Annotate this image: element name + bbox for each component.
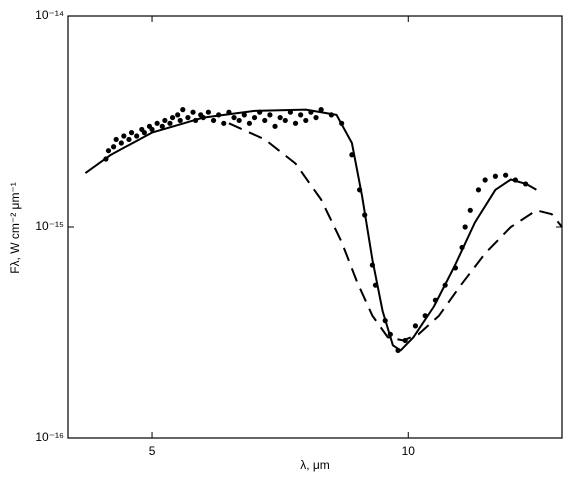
y-tick-label: 10⁻¹⁴ bbox=[35, 8, 64, 22]
data-point bbox=[128, 130, 135, 136]
data-point bbox=[180, 107, 186, 113]
data-point bbox=[318, 107, 324, 113]
y-axis-label: Fλ, W cm⁻² μm⁻¹ bbox=[8, 182, 22, 274]
data-point bbox=[467, 207, 473, 213]
data-point bbox=[412, 323, 419, 329]
x-tick-label: 10 bbox=[402, 444, 416, 458]
x-axis-label: λ, μm bbox=[300, 458, 330, 472]
data-point bbox=[267, 112, 273, 118]
data-point bbox=[221, 120, 227, 126]
data-point bbox=[177, 117, 183, 124]
solid-line bbox=[84, 108, 537, 352]
data-point bbox=[141, 130, 147, 136]
y-tick-label: 10⁻¹⁶ bbox=[35, 430, 64, 444]
data-point bbox=[251, 114, 258, 121]
plot-frame bbox=[67, 15, 563, 439]
x-tick-label: 5 bbox=[149, 444, 156, 458]
data-point bbox=[190, 109, 196, 115]
dashed-line bbox=[228, 122, 563, 342]
data-point bbox=[159, 123, 165, 129]
data-point bbox=[231, 114, 237, 121]
data-point bbox=[121, 133, 127, 139]
data-point bbox=[462, 224, 468, 230]
data-point bbox=[241, 112, 247, 118]
data-point bbox=[175, 112, 181, 118]
data-point bbox=[292, 120, 299, 126]
data-point bbox=[277, 114, 283, 121]
data-point bbox=[118, 140, 124, 146]
data-point bbox=[113, 136, 119, 143]
data-point bbox=[210, 117, 217, 124]
data-point bbox=[134, 133, 140, 139]
data-point bbox=[185, 114, 191, 121]
data-point bbox=[205, 109, 212, 115]
data-point bbox=[503, 172, 509, 178]
y-tick-label: 10⁻¹⁵ bbox=[35, 219, 64, 233]
data-point bbox=[126, 136, 132, 143]
data-point bbox=[236, 117, 242, 124]
data-point bbox=[162, 117, 168, 124]
data-point bbox=[492, 173, 498, 179]
data-point bbox=[169, 114, 176, 121]
data-point bbox=[303, 117, 309, 124]
data-point bbox=[298, 112, 304, 118]
data-point bbox=[482, 177, 488, 183]
data-point bbox=[262, 117, 268, 124]
data-point bbox=[105, 148, 112, 154]
data-point bbox=[475, 187, 482, 193]
data-point bbox=[154, 120, 160, 126]
data-point bbox=[167, 120, 173, 126]
data-point bbox=[313, 114, 319, 121]
data-point bbox=[272, 123, 278, 129]
data-point bbox=[111, 144, 117, 150]
data-point bbox=[246, 120, 253, 126]
data-point bbox=[282, 117, 288, 124]
data-point bbox=[149, 126, 155, 133]
